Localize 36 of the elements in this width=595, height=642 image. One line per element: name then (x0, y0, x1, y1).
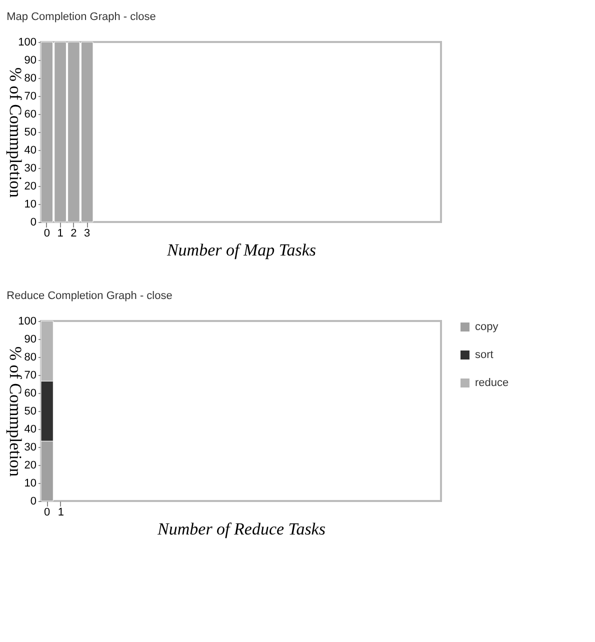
x-axis-title: Number of Reduce Tasks (156, 520, 326, 538)
y-tick-label: 50 (24, 126, 36, 138)
legend-label: reduce (475, 377, 509, 389)
y-tick-label: 0 (30, 496, 36, 508)
y-tick-label: 40 (24, 424, 36, 436)
y-tick-label: 50 (24, 406, 36, 418)
text: Reduce Completion Graph - close (6, 290, 172, 302)
legend-label: sort (475, 349, 494, 361)
y-axis-title: % of Commpletion (6, 346, 26, 478)
y-tick-label: 30 (24, 442, 36, 454)
y-tick-label: 60 (24, 108, 36, 120)
x-tick-label: 0 (44, 228, 50, 240)
x-tick-label: 2 (70, 228, 77, 240)
y-tick-label: 80 (24, 72, 36, 84)
y-tick-label: 70 (24, 370, 36, 382)
y-tick-label: 0 (30, 216, 36, 228)
legend-label: copy (475, 321, 499, 333)
y-tick-label: 90 (24, 334, 36, 346)
y-tick-label: 30 (24, 162, 36, 174)
y-tick-label: 80 (24, 352, 36, 364)
x-tick-label: 1 (57, 228, 64, 240)
y-tick-label: 90 (24, 54, 36, 66)
y-axis-title: % of Commpletion (6, 67, 26, 198)
y-tick-label: 10 (24, 198, 36, 210)
y-tick-label: 20 (24, 460, 36, 472)
y-tick-label: 100 (18, 316, 36, 328)
y-tick-label: 40 (24, 144, 36, 156)
y-tick-label: 70 (24, 90, 36, 102)
chart-title: Map Completion Graph - close (6, 11, 156, 23)
y-tick-label: 60 (24, 388, 36, 400)
y-tick-label: 20 (24, 180, 36, 192)
x-tick-label: 3 (84, 228, 90, 240)
x-tick-label: 1 (58, 506, 64, 518)
x-axis-title: Number of Map Tasks (166, 240, 316, 260)
y-tick-label: 10 (24, 478, 36, 490)
y-tick-label: 100 (18, 36, 36, 48)
